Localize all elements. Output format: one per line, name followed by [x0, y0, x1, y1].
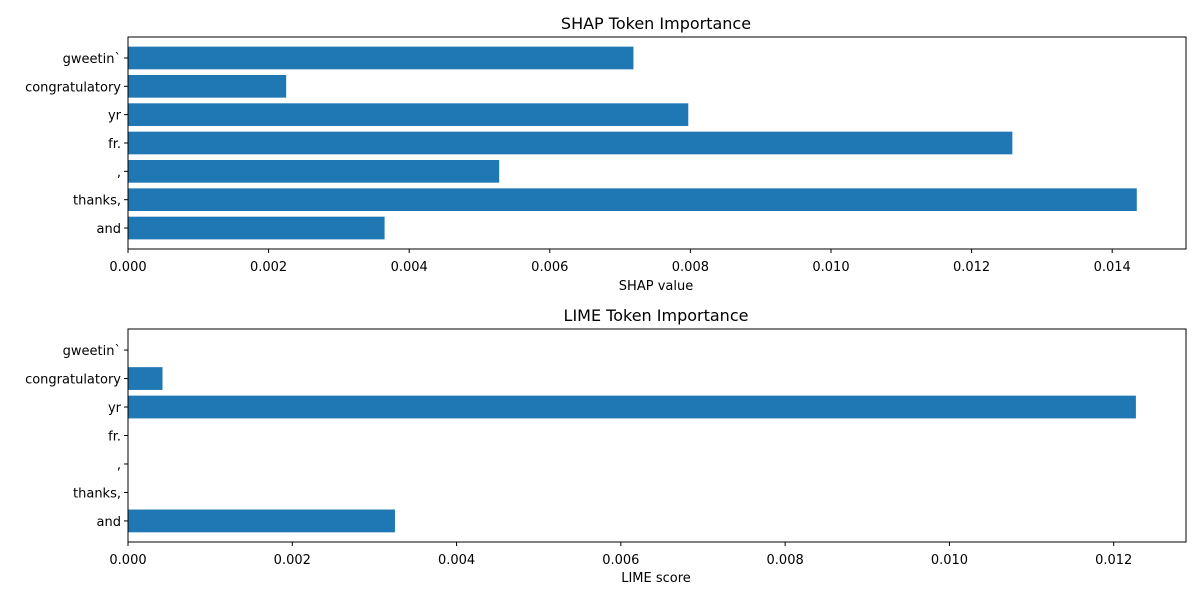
bar: [128, 160, 500, 183]
bar: [128, 395, 1136, 419]
y-tick-label: gweetin`: [63, 344, 121, 359]
bar: [128, 74, 287, 98]
bars-group: [128, 46, 1137, 240]
bar: [128, 103, 689, 126]
x-tick-label: 0.012: [953, 260, 990, 275]
y-tick-label: thanks,: [73, 194, 121, 209]
y-tick-label: ,: [117, 165, 121, 180]
y-tick-label: yr: [108, 401, 122, 416]
x-tick-label: 0.010: [812, 260, 849, 275]
x-tick-label: 0.000: [109, 553, 146, 568]
x-axis-label: SHAP value: [619, 279, 693, 294]
y-tick-label: congratulatory: [25, 373, 121, 388]
x-axis-ticks: 0.000 0.002 0.004 0.006 0.008 0.010 0.012 0.014: [109, 249, 1131, 275]
x-tick-label: 0.004: [438, 553, 475, 568]
plot-frame: [127, 328, 1187, 543]
x-tick-label: 0.000: [109, 260, 146, 275]
y-tick-label: fr.: [108, 430, 121, 445]
x-tick-label: 0.002: [250, 260, 287, 275]
y-tick-label: and: [97, 515, 121, 530]
x-tick-label: 0.004: [391, 260, 428, 275]
y-tick-label: fr.: [108, 137, 121, 152]
x-tick-label: 0.008: [672, 260, 709, 275]
x-tick-label: 0.006: [531, 260, 568, 275]
x-axis-ticks: 0.000 0.002 0.004 0.006 0.008 0.010 0.012: [109, 542, 1132, 568]
x-tick-label: 0.012: [1095, 553, 1132, 568]
bar: [128, 46, 634, 70]
bar: [128, 509, 395, 533]
bar: [128, 367, 163, 390]
y-axis-ticks: gweetin` congratulatory yr fr., thanks, and: [25, 52, 128, 237]
y-tick-label: and: [97, 222, 121, 237]
y-tick-label: ,: [117, 458, 121, 473]
x-tick-label: 0.002: [274, 553, 311, 568]
y-axis-ticks: gweetin` congratulatory yr fr., thanks, and: [25, 344, 128, 530]
x-tick-label: 0.010: [931, 553, 968, 568]
y-tick-label: congratulatory: [25, 80, 121, 95]
x-tick-label: 0.006: [602, 553, 639, 568]
shap-chart-panel: SHAP Token Importance SHAP value gweetin…: [25, 14, 1187, 294]
y-tick-label: gweetin`: [63, 52, 121, 67]
lime-chart-panel: LIME Token Importance LIME score gweetin…: [25, 306, 1187, 586]
y-tick-label: thanks,: [73, 486, 121, 501]
bars-group: [128, 367, 1136, 533]
y-tick-label: yr: [108, 109, 122, 124]
chart-title: SHAP Token Importance: [561, 14, 751, 33]
chart-title: LIME Token Importance: [564, 306, 749, 325]
x-tick-label: 0.014: [1094, 260, 1131, 275]
x-axis-label: LIME score: [621, 571, 691, 586]
x-tick-label: 0.008: [767, 553, 804, 568]
plot-frame: [127, 36, 1187, 250]
bar: [128, 131, 1013, 155]
bar: [128, 216, 385, 240]
bar: [128, 188, 1137, 212]
